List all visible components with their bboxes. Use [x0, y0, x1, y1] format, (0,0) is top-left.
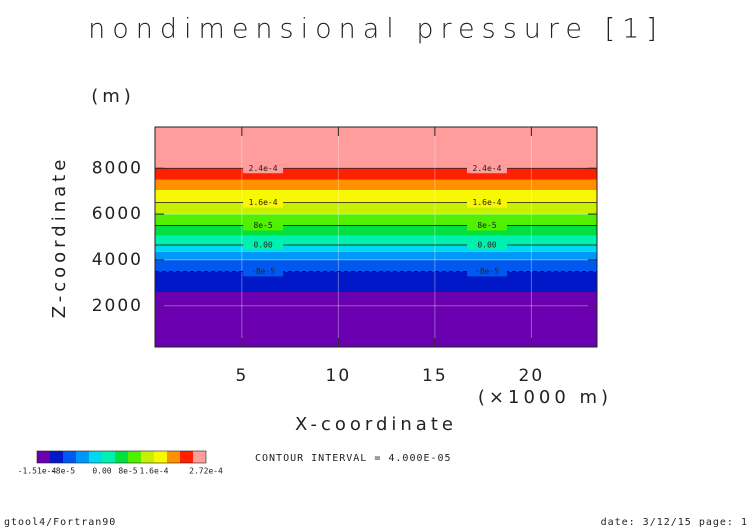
- contour-band: [155, 127, 597, 169]
- contour-band: [155, 271, 597, 292]
- contour-label: 0.00: [477, 241, 496, 250]
- contour-band: [155, 235, 597, 246]
- colorbar-label: 8e-5: [118, 467, 137, 476]
- contour-label: 0.00: [253, 241, 272, 250]
- colorbar-cell: [167, 451, 180, 463]
- contour-label: 2.4e-4: [473, 164, 502, 173]
- contour-label-bg: [466, 266, 507, 277]
- contour-label: 1.6e-4: [473, 198, 502, 207]
- contour-band: [155, 179, 597, 191]
- contour-band: [155, 214, 597, 226]
- colorbar-cell: [115, 451, 128, 463]
- colorbar-cell: [89, 451, 102, 463]
- y-unit: (m): [91, 86, 135, 107]
- colorbar-cell: [193, 451, 206, 463]
- contour-interval: CONTOUR INTERVAL = 4.000E-05: [255, 453, 452, 464]
- contour-label: 8e-5: [253, 221, 272, 230]
- contour-label: 8e-5: [477, 221, 496, 230]
- contour-band: [155, 245, 597, 252]
- contour-label: 1.6e-4: [249, 198, 278, 207]
- contour-label: -8e-5: [251, 267, 275, 276]
- contour-band: [155, 190, 597, 203]
- contour-band: [155, 251, 597, 260]
- y-tick-label: 4000: [92, 250, 143, 270]
- x-tick-label: 20: [519, 366, 545, 386]
- colorbar-cell: [141, 451, 154, 463]
- chart-title: nondimensional pressure [1]: [88, 14, 664, 45]
- colorbar-cell: [180, 451, 193, 463]
- colorbar-label: 2.72e-4: [189, 467, 223, 476]
- footer-right: date: 3/12/15 page: 1: [601, 517, 748, 528]
- contour-band: [155, 225, 597, 236]
- contour-label-bg: [243, 220, 284, 231]
- contour-label-bg: [466, 220, 507, 231]
- colorbar-cell: [37, 451, 50, 463]
- colorbar-cell: [50, 451, 63, 463]
- contour-band: [155, 202, 597, 215]
- colorbar-cell: [102, 451, 115, 463]
- colorbar-label: 0.00: [92, 467, 111, 476]
- colorbar-label: -1.51e-4: [18, 467, 57, 476]
- y-tick-label: 2000: [92, 296, 143, 316]
- y-tick-label: 8000: [92, 158, 143, 178]
- contour-label: -8e-5: [475, 267, 499, 276]
- x-axis-title: X-coordinate: [295, 414, 457, 435]
- x-tick-label: 5: [235, 366, 248, 386]
- colorbar-label: 1.6e-4: [140, 467, 169, 476]
- contour-label-bg: [243, 240, 284, 251]
- colorbar-cell: [63, 451, 76, 463]
- footer-left: gtool4/Fortran90: [4, 517, 116, 528]
- x-unit: (×1000 m): [478, 387, 612, 408]
- contour-label-bg: [243, 197, 284, 208]
- y-axis-title: Z-coordinate: [49, 156, 70, 319]
- colorbar-frame: [36, 450, 207, 464]
- contour-band: [155, 168, 597, 180]
- contour-label-bg: [466, 163, 507, 174]
- colorbar-cell: [154, 451, 167, 463]
- contour-label-bg: [466, 240, 507, 251]
- x-tick-label: 10: [326, 366, 352, 386]
- colorbar-cell: [128, 451, 141, 463]
- contour-band: [155, 292, 597, 347]
- contour-band: [155, 259, 597, 272]
- contour-label-bg: [466, 197, 507, 208]
- y-tick-label: 6000: [92, 204, 143, 224]
- contour-label: 2.4e-4: [249, 164, 278, 173]
- colorbar-cell: [76, 451, 89, 463]
- contour-label-bg: [243, 266, 284, 277]
- x-tick-label: 15: [422, 366, 448, 386]
- plot-frame: [154, 126, 598, 348]
- colorbar-label: -8e-5: [51, 467, 75, 476]
- contour-label-bg: [243, 163, 284, 174]
